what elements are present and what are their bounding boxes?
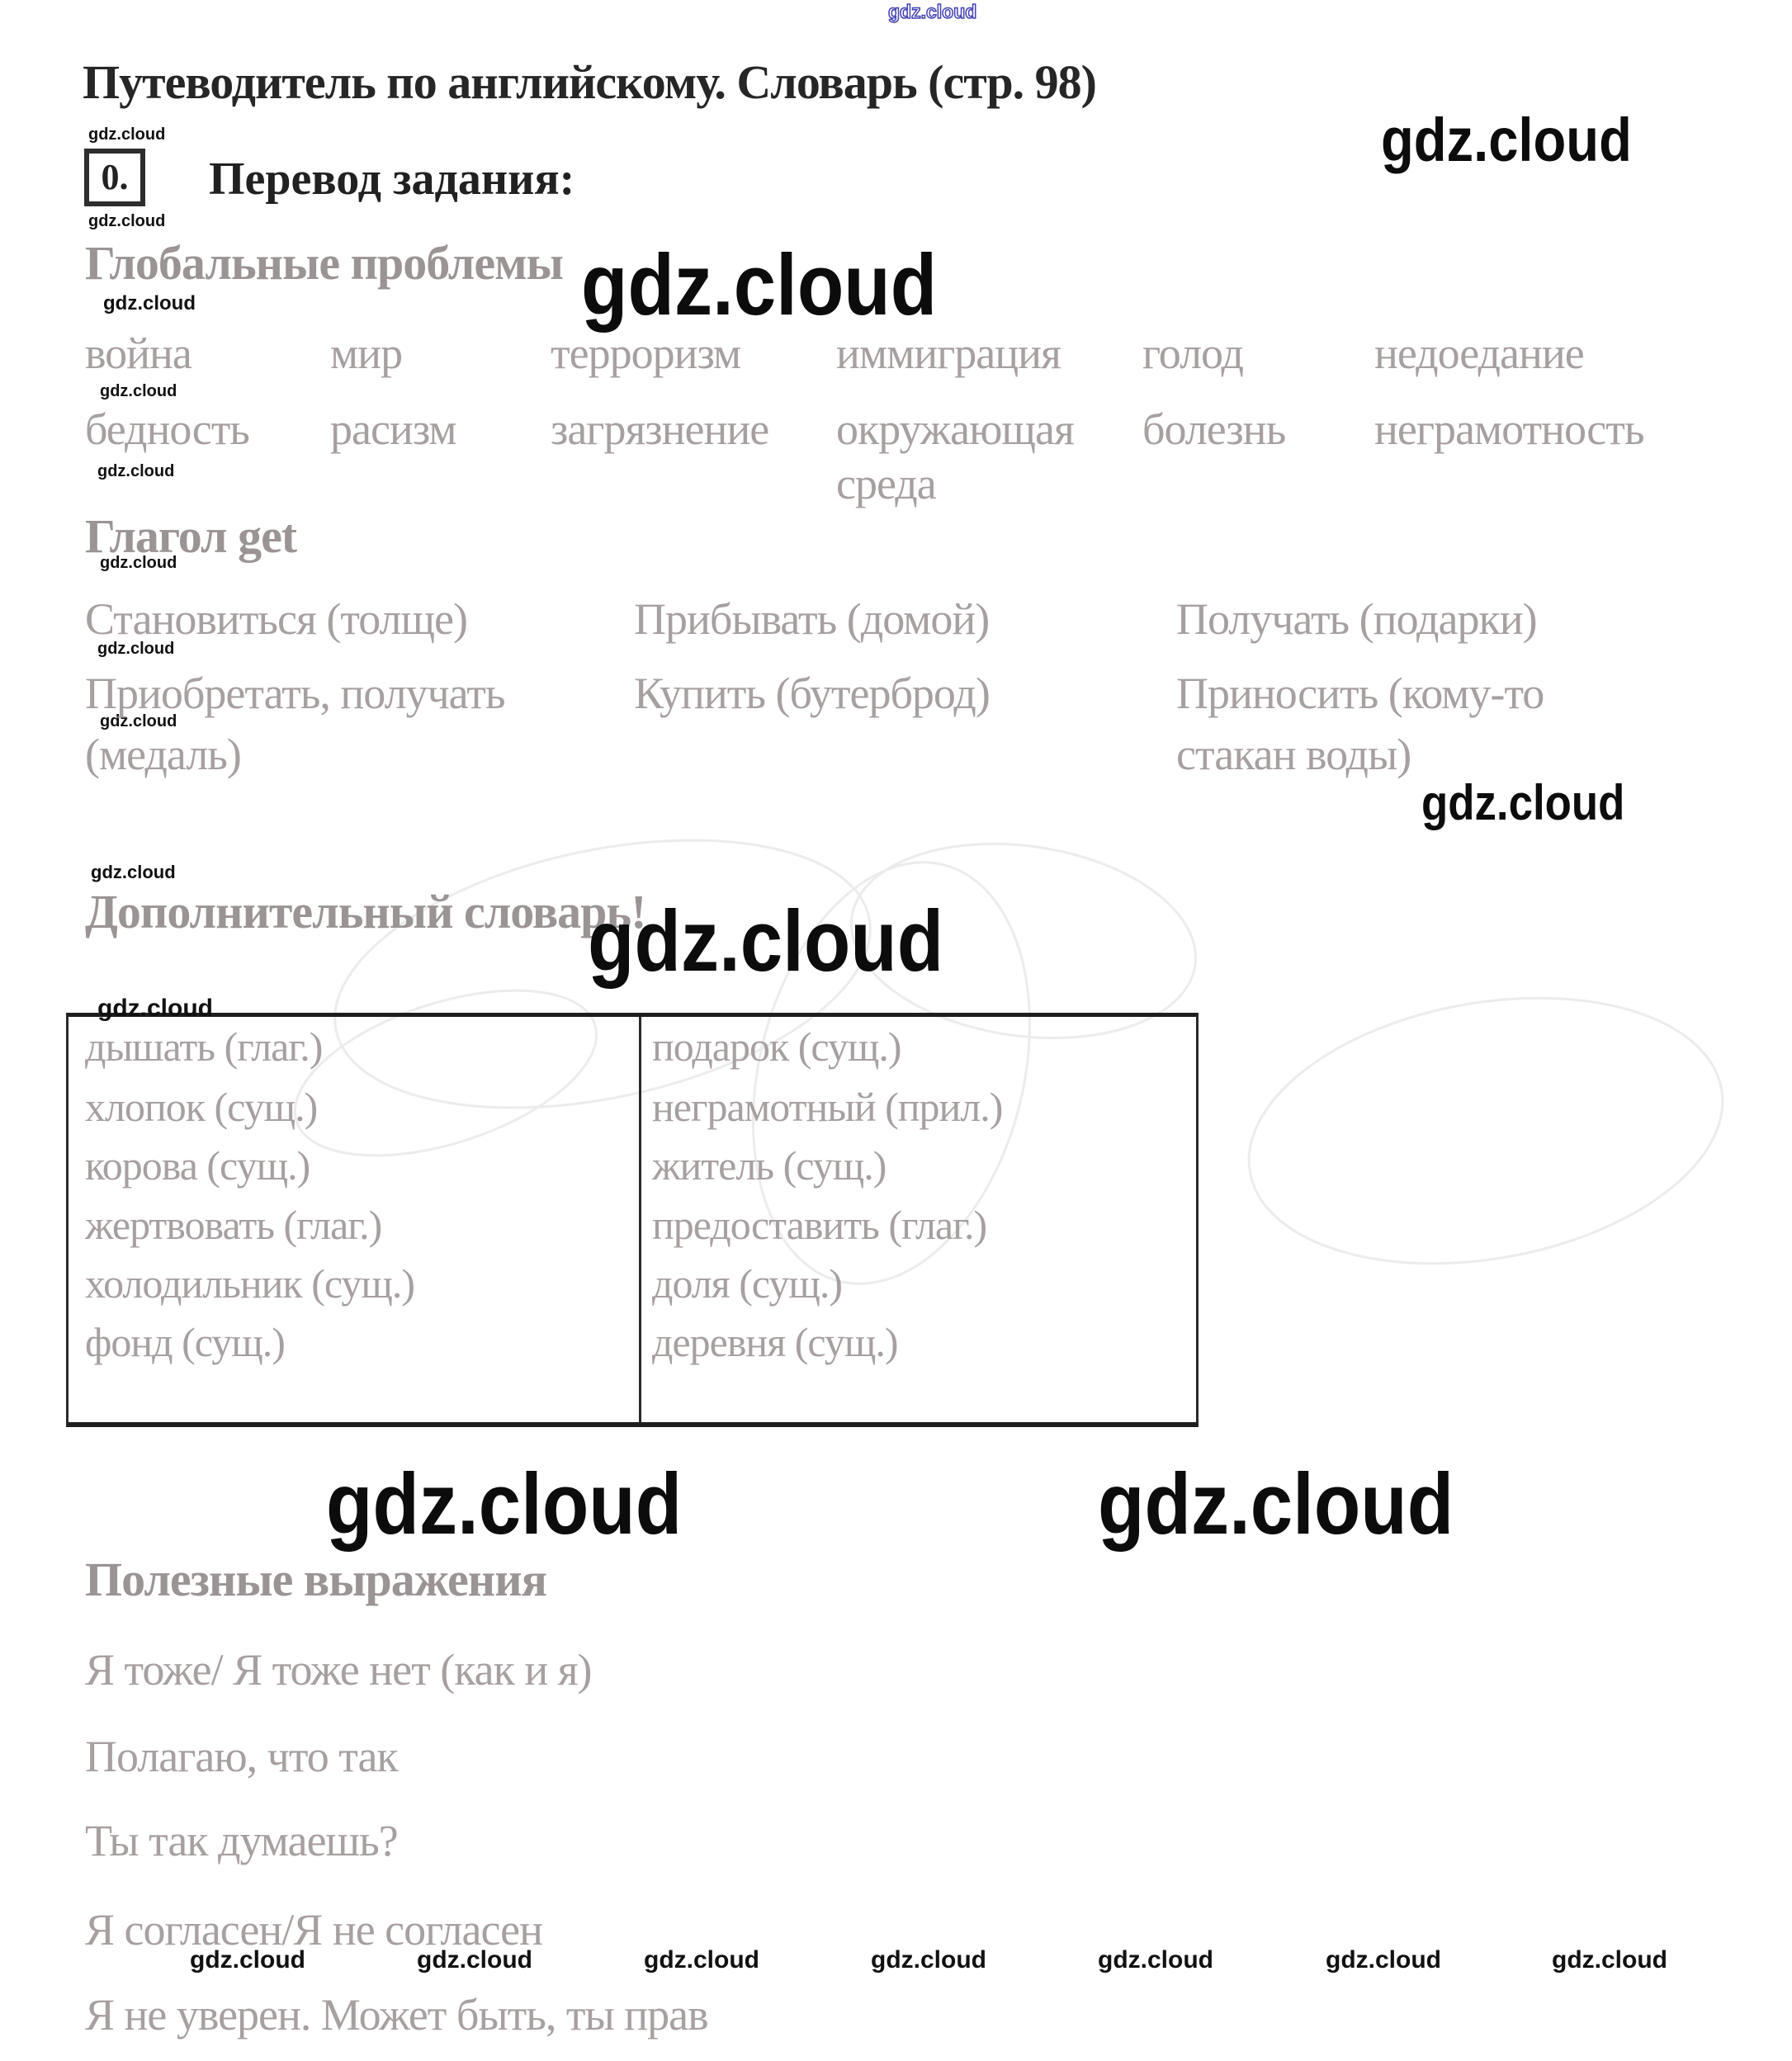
vocab-word: терроризм (551, 329, 741, 378)
gdz-cloud-watermark: gdz.cloud (1326, 1946, 1441, 1974)
gdz-cloud-watermark: gdz.cloud (1098, 1946, 1213, 1974)
vocab-word: неграмотность (1374, 404, 1644, 454)
get-meaning: Получать (подарки) (1176, 594, 1538, 644)
gdz-cloud-watermark: gdz.cloud (103, 292, 196, 314)
task-label: Перевод задания: (209, 154, 575, 205)
get-meaning: Прибывать (домой) (634, 594, 990, 644)
get-meaning: (медаль) (85, 730, 242, 779)
get-meaning: Становиться (толще) (85, 594, 468, 644)
table-cell: фонд (сущ.) (85, 1319, 286, 1365)
get-meaning: Приобретать, получать (85, 669, 505, 718)
extra-dictionary-table (66, 1013, 1199, 1427)
get-meaning: Приносить (кому-то (1176, 669, 1544, 718)
gdz-cloud-watermark: gdz.cloud (1552, 1946, 1667, 1974)
table-cell: дышать (глаг.) (85, 1023, 323, 1070)
vocab-word: голод (1142, 329, 1244, 378)
table-cell: житель (сущ.) (652, 1142, 887, 1189)
section-heading-useful-expressions: Полезные выражения (85, 1553, 547, 1606)
vocab-word: иммиграция (836, 329, 1061, 378)
vocab-word: болезнь (1142, 404, 1286, 454)
gdz-cloud-watermark: gdz.cloud (88, 125, 166, 144)
gdz-cloud-watermark: gdz.cloud (581, 237, 938, 333)
gdz-cloud-watermark: gdz.cloud (97, 462, 175, 480)
vocab-word: загрязнение (551, 404, 769, 454)
table-cell: подарок (сущ.) (652, 1023, 902, 1070)
table-cell: предоставить (глаг.) (652, 1202, 987, 1248)
gdz-cloud-watermark: gdz.cloud (100, 554, 177, 572)
vocab-word: недоедание (1374, 329, 1585, 378)
vocab-word: среда (836, 459, 937, 508)
gdz-cloud-watermark: gdz.cloud (97, 640, 175, 658)
gdz-cloud-watermark: gdz.cloud (887, 1, 977, 22)
gdz-cloud-watermark: gdz.cloud (100, 382, 177, 400)
expression: Я не уверен. Может быть, ты прав (85, 1990, 709, 2040)
gdz-cloud-watermark: gdz.cloud (88, 212, 166, 230)
table-cell: хлопок (сущ.) (85, 1084, 318, 1130)
table-cell: неграмотный (прил.) (652, 1084, 1003, 1130)
expression: Я согласен/Я не согласен (85, 1905, 543, 1955)
task-number-box: 0. (84, 149, 145, 206)
vocab-word: окружающая (836, 404, 1075, 454)
get-meaning: Купить (бутерброд) (634, 669, 991, 718)
table-cell: корова (сущ.) (85, 1142, 310, 1189)
task-number: 0. (101, 156, 129, 197)
get-meaning: стакан воды) (1176, 730, 1411, 779)
vocab-word: расизм (330, 404, 457, 454)
table-cell: деревня (сущ.) (652, 1319, 899, 1365)
expression: Я тоже/ Я тоже нет (как и я) (85, 1645, 593, 1695)
section-heading-extra-dictionary: Дополнительный словарь! (85, 885, 646, 938)
expression: Полагаю, что так (85, 1732, 399, 1781)
page-title: Путеводитель по английскому. Словарь (ст… (83, 55, 1097, 109)
vocab-word: война (85, 329, 192, 378)
gdz-cloud-watermark: gdz.cloud (871, 1946, 986, 1974)
gdz-cloud-watermark: gdz.cloud (190, 1946, 305, 1974)
gdz-cloud-watermark: gdz.cloud (588, 893, 944, 990)
vocab-word: бедность (85, 404, 250, 454)
section-heading-verb-get: Глагол get (85, 509, 297, 563)
gdz-cloud-watermark: gdz.cloud (417, 1946, 532, 1974)
gdz-cloud-watermark: gdz.cloud (1381, 106, 1632, 174)
gdz-cloud-watermark: gdz.cloud (91, 862, 176, 882)
vocab-word: мир (330, 329, 403, 378)
gdz-cloud-watermark: gdz.cloud (326, 1456, 683, 1553)
gdz-cloud-watermark: gdz.cloud (1098, 1456, 1454, 1553)
gdz-cloud-watermark: gdz.cloud (1421, 775, 1625, 830)
table-cell: холодильник (сущ.) (85, 1260, 415, 1307)
table-cell: жертвовать (глаг.) (85, 1202, 382, 1248)
section-heading-global-problems: Глобальные проблемы (85, 236, 564, 290)
gdz-cloud-watermark: gdz.cloud (100, 712, 177, 730)
gdz-cloud-watermark: gdz.cloud (644, 1946, 759, 1974)
gdz-cloud-watermark: gdz.cloud (97, 995, 213, 1022)
expression: Ты так думаешь? (85, 1816, 399, 1865)
table-cell: доля (сущ.) (652, 1260, 843, 1307)
table-column-divider (639, 1017, 641, 1422)
